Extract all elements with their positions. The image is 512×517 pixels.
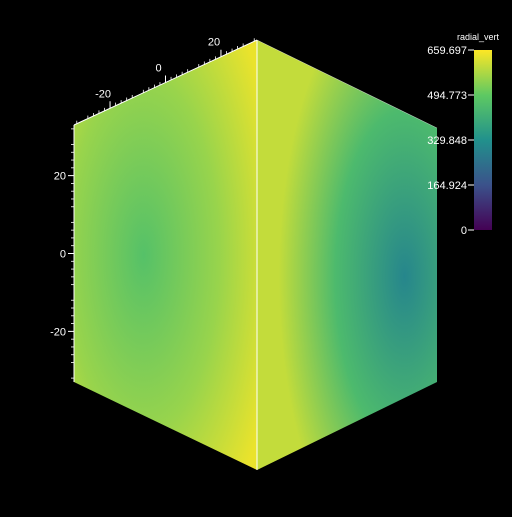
- top-axis-tick-label: -20: [95, 88, 111, 100]
- colorbar-tick-label: 329.848: [427, 135, 467, 147]
- vertical-axis-tick-label: -20: [50, 326, 66, 338]
- colorbar-tick-label: 659.697: [427, 45, 467, 57]
- cube-left-face: [74, 40, 257, 470]
- vertical-axis: 20 0 -20: [50, 125, 75, 382]
- colorbar-tick-label: 494.773: [427, 90, 467, 102]
- colorbar: radial_vert 659.697 494.773 329.848 164.924…: [427, 32, 499, 237]
- colorbar-tick-label: 164.924: [427, 180, 467, 192]
- vertical-axis-tick-label: 20: [54, 171, 66, 183]
- colorbar-gradient: [474, 50, 492, 230]
- top-axis-tick-label: 20: [208, 37, 220, 49]
- colorbar-title: radial_vert: [457, 32, 500, 42]
- cube-top-right-edge: [256, 39, 438, 129]
- top-edge-axis: -20 0 20: [73, 37, 258, 126]
- cube-right-face: [257, 40, 437, 470]
- top-axis-tick-label: 0: [155, 63, 161, 75]
- vertical-axis-tick-label: 0: [60, 249, 66, 261]
- colorbar-tick-label: 0: [461, 225, 467, 237]
